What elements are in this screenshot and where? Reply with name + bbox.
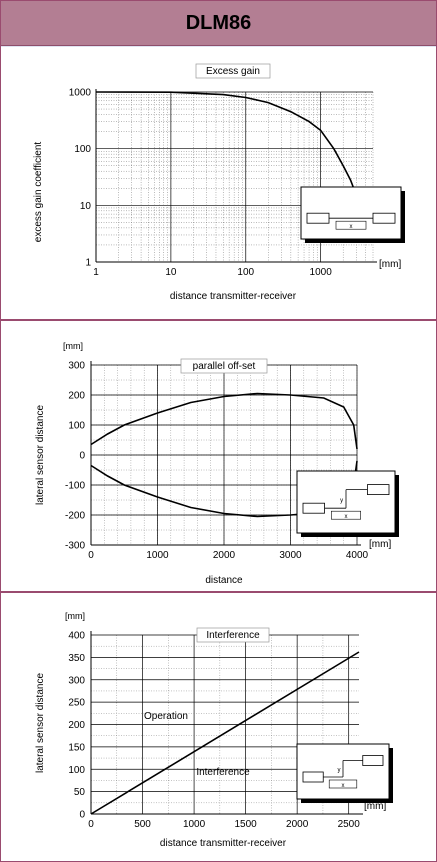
- y-tick-label: 50: [74, 787, 86, 798]
- y-tick-label: 0: [79, 451, 85, 462]
- x-tick-label: 1: [93, 267, 99, 278]
- panel-divider: [1, 319, 436, 321]
- x-tick-label: 2000: [213, 550, 236, 561]
- y-tick-label: 300: [68, 675, 85, 686]
- x-tick-label: 2500: [338, 819, 361, 830]
- x-dimension-box: [328, 779, 358, 789]
- title-box: [196, 627, 270, 643]
- y-axis-label: excess gain coefficient: [33, 142, 44, 243]
- chart-title: Excess gain: [206, 66, 260, 77]
- chart-title: parallel off-set: [193, 361, 256, 372]
- transmitter-icon: [302, 502, 325, 514]
- interference-chart: 0 500 1000 1500 2000 2500 0 50 100 150 200 250 300 35…: [1, 593, 436, 861]
- y-tick-label: 200: [68, 391, 85, 402]
- x-tick-label: 1000: [146, 550, 169, 561]
- x-tick-label: 1000: [183, 819, 206, 830]
- title-box: [180, 358, 268, 374]
- x-unit-label: [mm]: [369, 539, 391, 550]
- parallel-offset-chart: 0 1000 2000 3000 4000-300-200-1000100200300 …: [1, 321, 436, 591]
- y-tick-label: -200: [65, 511, 85, 522]
- annotation-interference: Interference: [196, 767, 250, 778]
- y-tick-label: 100: [74, 144, 91, 155]
- x-tick-label: 1500: [234, 819, 257, 830]
- title-box: [195, 63, 271, 79]
- upper-offset-curve: [90, 392, 358, 450]
- y-dimension-icon: y: [337, 768, 340, 774]
- receiver-icon: [362, 755, 384, 766]
- chart-title: Interference: [206, 630, 260, 641]
- x-tick-label: 4000: [346, 550, 369, 561]
- x-tick-label: 1000: [310, 267, 333, 278]
- y-tick-label: 10: [80, 201, 92, 212]
- y-tick-label: -300: [65, 541, 85, 552]
- y-tick-label: 250: [68, 698, 85, 709]
- x-unit-label: [mm]: [379, 259, 401, 270]
- y-tick-label: 200: [68, 720, 85, 731]
- y-unit-label: [mm]: [63, 341, 83, 351]
- receiver-icon: [372, 212, 396, 224]
- y-tick-label: 1000: [69, 88, 92, 99]
- y-tick-label: 1: [85, 258, 91, 269]
- x-tick-label: 3000: [279, 550, 302, 561]
- x-axis-label: distance transmitter-receiver: [170, 291, 297, 302]
- y-dimension-icon: y: [340, 498, 343, 504]
- chart-background: [1, 47, 436, 319]
- transmitter-icon: [302, 771, 324, 783]
- y-tick-label: 100: [68, 421, 85, 432]
- y-unit-label: [mm]: [65, 611, 85, 621]
- y-tick-label: 150: [68, 742, 85, 753]
- y-tick-label: 0: [79, 810, 85, 821]
- panel-divider: [1, 591, 436, 593]
- product-title: DLM86: [185, 11, 252, 34]
- x-axis-label: distance: [205, 575, 243, 586]
- y-tick-label: 350: [68, 653, 85, 664]
- x-dimension-icon: x: [350, 224, 353, 230]
- y-axis-label: lateral sensor distance: [35, 673, 46, 773]
- excess-gain-chart: 1 10 100 1000 1 10 100 1000 x distance transmit…: [1, 47, 436, 319]
- interference-line: [90, 651, 360, 815]
- x-axis-label: distance transmitter-receiver: [160, 838, 287, 849]
- product-header: DLM86: [1, 1, 436, 46]
- y-tick-label: -100: [65, 481, 85, 492]
- x-tick-label: 10: [165, 267, 177, 278]
- y-tick-label: 100: [68, 765, 85, 776]
- x-tick-label: 0: [88, 819, 94, 830]
- x-tick-label: 100: [237, 267, 254, 278]
- x-dimension-box: [330, 510, 361, 520]
- transmitter-icon: [306, 212, 330, 224]
- annotation-operation: Operation: [144, 711, 188, 722]
- y-tick-label: 300: [68, 361, 85, 372]
- receiver-icon: [367, 484, 390, 496]
- y-axis-label: lateral sensor distance: [35, 405, 46, 505]
- x-dimension-box: [335, 220, 367, 230]
- x-tick-label: 500: [134, 819, 151, 830]
- x-tick-label: 0: [88, 550, 94, 561]
- x-tick-label: 2000: [286, 819, 309, 830]
- x-unit-label: [mm]: [364, 801, 386, 812]
- x-dimension-icon: x: [345, 514, 348, 520]
- x-dimension-icon: x: [342, 783, 345, 789]
- y-tick-label: 400: [68, 631, 85, 642]
